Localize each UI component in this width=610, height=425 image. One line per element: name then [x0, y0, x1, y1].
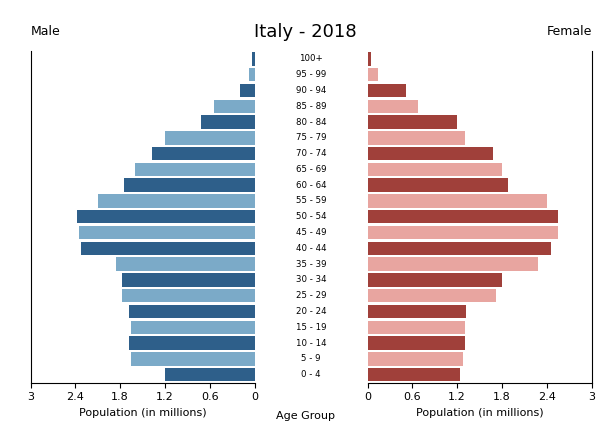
Bar	[367, 178, 508, 192]
Text: 85 - 89: 85 - 89	[296, 102, 326, 111]
X-axis label: Population (in millions): Population (in millions)	[79, 408, 206, 418]
Bar	[151, 147, 255, 160]
Text: 60 - 64: 60 - 64	[296, 181, 326, 190]
Bar	[124, 178, 255, 192]
Text: 40 - 44: 40 - 44	[296, 244, 326, 253]
Bar	[98, 194, 255, 208]
Text: Male: Male	[30, 26, 60, 38]
Bar	[367, 52, 371, 65]
Bar	[121, 273, 255, 286]
Bar	[367, 305, 466, 318]
Bar	[117, 258, 255, 271]
Bar	[79, 226, 255, 239]
Bar	[165, 131, 255, 144]
Bar	[367, 99, 418, 113]
Bar	[131, 352, 255, 366]
Text: Female: Female	[547, 26, 592, 38]
Bar	[121, 289, 255, 303]
Bar	[131, 320, 255, 334]
Text: 65 - 69: 65 - 69	[296, 165, 326, 174]
Bar	[249, 68, 255, 82]
Bar	[201, 115, 255, 129]
Bar	[81, 241, 255, 255]
Text: 35 - 39: 35 - 39	[296, 260, 326, 269]
Bar	[367, 289, 496, 303]
Bar	[367, 273, 502, 286]
Bar	[129, 336, 255, 350]
Bar	[367, 241, 551, 255]
Text: 50 - 54: 50 - 54	[296, 212, 326, 221]
Text: 80 - 84: 80 - 84	[296, 118, 326, 127]
Bar	[367, 210, 558, 224]
Text: 10 - 14: 10 - 14	[296, 339, 326, 348]
Text: 45 - 49: 45 - 49	[296, 228, 326, 237]
Text: 30 - 34: 30 - 34	[296, 275, 326, 284]
Bar	[367, 352, 463, 366]
Bar	[129, 305, 255, 318]
Bar	[253, 52, 255, 65]
Bar	[165, 368, 255, 381]
Text: 0 - 4: 0 - 4	[301, 370, 321, 379]
X-axis label: Population (in millions): Population (in millions)	[416, 408, 544, 418]
Bar	[240, 84, 255, 97]
Text: 75 - 79: 75 - 79	[296, 133, 326, 142]
Text: 20 - 24: 20 - 24	[296, 307, 326, 316]
Bar	[367, 320, 465, 334]
Bar	[367, 368, 460, 381]
Text: 15 - 19: 15 - 19	[296, 323, 326, 332]
Bar	[367, 226, 558, 239]
Bar	[135, 163, 255, 176]
Bar	[367, 194, 547, 208]
Bar	[77, 210, 255, 224]
Text: Italy - 2018: Italy - 2018	[254, 23, 356, 41]
Text: 95 - 99: 95 - 99	[296, 70, 326, 79]
Bar	[367, 68, 378, 82]
Bar	[367, 163, 502, 176]
Text: 5 - 9: 5 - 9	[301, 354, 321, 363]
Bar	[367, 131, 465, 144]
Text: 25 - 29: 25 - 29	[296, 291, 326, 300]
Text: Age Group: Age Group	[276, 411, 334, 421]
Bar	[367, 115, 458, 129]
Bar	[367, 147, 493, 160]
Bar	[367, 84, 406, 97]
Bar	[214, 99, 255, 113]
Text: 100+: 100+	[300, 54, 323, 63]
Text: 55 - 59: 55 - 59	[296, 196, 326, 205]
Bar	[367, 336, 465, 350]
Text: 70 - 74: 70 - 74	[296, 149, 326, 158]
Bar	[367, 258, 538, 271]
Text: 90 - 94: 90 - 94	[296, 86, 326, 95]
